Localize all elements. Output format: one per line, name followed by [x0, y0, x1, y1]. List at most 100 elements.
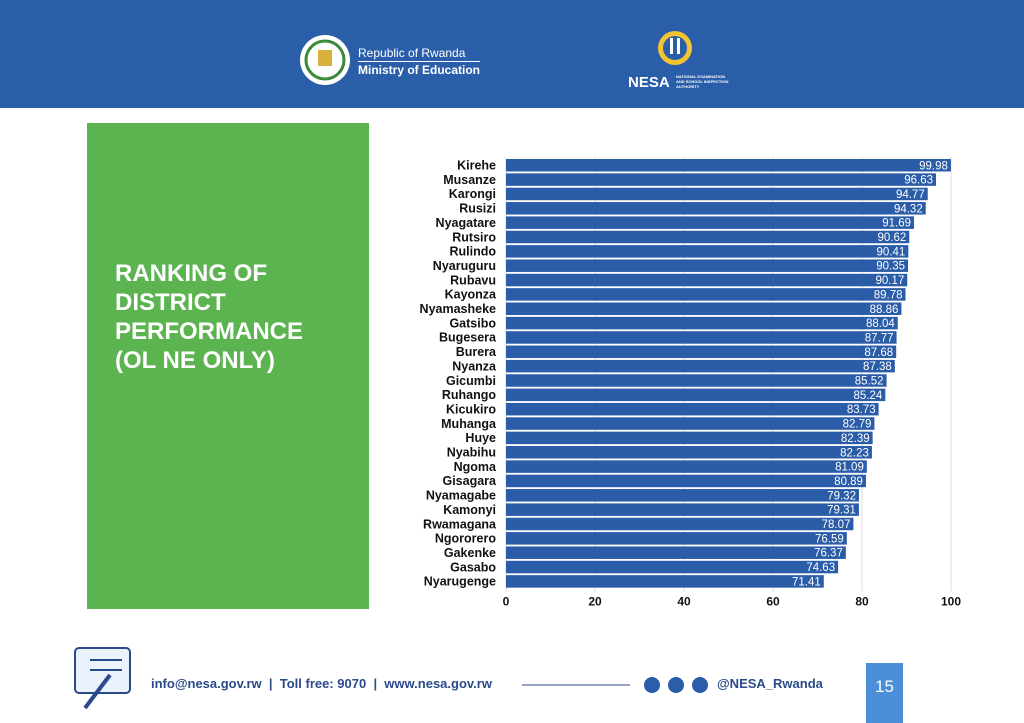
bar — [506, 187, 928, 201]
y-tick-label: Burera — [456, 345, 497, 359]
value-label: 90.41 — [877, 246, 906, 258]
y-tick-label: Gisagara — [442, 474, 497, 488]
value-label: 82.79 — [843, 419, 872, 431]
bar — [506, 489, 859, 502]
y-tick-label: Nyaruguru — [433, 259, 496, 273]
y-tick-label: Gakenke — [444, 546, 496, 560]
value-label: 87.77 — [865, 332, 894, 344]
ministry-line: Republic of Rwanda — [358, 46, 466, 60]
social-icon[interactable] — [668, 677, 684, 693]
bar — [506, 575, 824, 588]
y-tick-label: Nyamasheke — [420, 302, 496, 316]
footer-icon — [74, 647, 131, 694]
bar — [506, 560, 839, 574]
y-tick-label: Rwamagana — [423, 517, 497, 531]
y-tick-label: Musanze — [443, 173, 496, 187]
bar — [506, 388, 886, 402]
ministry: Republic of Rwanda Ministry of Education — [358, 45, 481, 78]
y-tick-label: Ngororero — [435, 532, 496, 546]
bar — [506, 173, 937, 186]
bar — [506, 431, 873, 445]
y-tick-label: Gasabo — [450, 560, 496, 574]
y-tick-label: Kayonza — [445, 288, 497, 302]
bar — [506, 230, 910, 244]
value-label: 85.52 — [855, 376, 884, 388]
value-label: 74.63 — [806, 562, 835, 574]
bar — [506, 202, 926, 215]
bar — [506, 417, 875, 430]
y-tick-label: Nyanza — [452, 359, 497, 373]
footer-icon-pen — [83, 673, 112, 710]
value-label: 88.86 — [870, 304, 899, 316]
value-label: 78.07 — [822, 519, 851, 531]
value-label: 79.32 — [827, 490, 856, 502]
bar — [506, 302, 902, 315]
bar — [506, 216, 915, 229]
value-label: 82.23 — [840, 447, 869, 459]
value-label: 89.78 — [874, 289, 903, 301]
bar — [506, 517, 854, 531]
x-tick-label: 20 — [588, 595, 602, 609]
bar — [506, 259, 909, 272]
nesa-logo-bar — [677, 38, 680, 54]
bar — [506, 273, 908, 287]
social-icon[interactable] — [692, 677, 708, 693]
bar — [506, 359, 895, 373]
value-label: 90.17 — [875, 275, 904, 287]
bar — [506, 345, 897, 359]
value-label: 76.37 — [814, 548, 843, 560]
agency-full-name: NATIONAL EXAMINATION AND SCHOOL INSPECTI… — [676, 74, 729, 89]
y-tick-label: Rusizi — [459, 202, 496, 216]
x-tick-label: 60 — [766, 595, 780, 609]
ministry-line: Ministry of Education — [358, 61, 481, 77]
y-tick-label: Nyamagabe — [426, 489, 496, 503]
y-tick-label: Gatsibo — [449, 316, 496, 330]
nesa-logo-inner — [663, 36, 687, 60]
y-tick-label: Rubavu — [450, 273, 496, 287]
value-label: 81.09 — [835, 462, 864, 474]
value-label: 87.68 — [864, 347, 893, 359]
title-panel: RANKING OF DISTRICT PERFORMANCE (OL NE O… — [87, 123, 369, 609]
value-label: 87.38 — [863, 361, 892, 373]
value-label: 90.35 — [876, 261, 905, 273]
value-label: 76.59 — [815, 533, 844, 545]
page-number-box: 15 — [866, 663, 903, 723]
y-tick-label: Nyagatare — [436, 216, 496, 230]
x-tick-label: 80 — [855, 595, 869, 609]
agency-name: NESA — [628, 74, 670, 91]
chart: 0 20 40 60 80 100 Kirehe 99.98 Musanze 96.63 Karon… — [420, 157, 961, 609]
value-label: 82.39 — [841, 433, 870, 445]
contact-info: info@nesa.gov.rw | Toll free: 9070 | www… — [151, 676, 492, 691]
bar — [506, 316, 898, 330]
bar — [506, 474, 866, 488]
value-label: 96.63 — [904, 175, 933, 187]
y-tick-label: Ruhango — [442, 388, 497, 402]
social-icon[interactable] — [644, 677, 660, 693]
y-tick-label: Karongi — [449, 187, 496, 201]
y-tick-label: Kicukiro — [446, 402, 496, 416]
y-tick-label: Rulindo — [449, 245, 496, 259]
value-label: 88.04 — [866, 318, 895, 330]
y-tick-label: Nyabihu — [447, 446, 496, 460]
bar — [506, 460, 867, 473]
emblem-ring — [304, 39, 346, 81]
y-tick-label: Bugesera — [439, 331, 497, 345]
value-label: 83.73 — [847, 404, 876, 416]
value-label: 80.89 — [834, 476, 863, 488]
chart-title: RANKING OF DISTRICT PERFORMANCE (OL NE O… — [115, 260, 304, 374]
value-label: 79.31 — [827, 505, 856, 517]
value-label: 99.98 — [919, 160, 948, 172]
x-tick-label: 0 — [503, 595, 510, 609]
x-tick-label: 40 — [677, 595, 691, 609]
y-tick-label: Kirehe — [457, 159, 496, 173]
y-tick-label: Rutsiro — [452, 230, 496, 244]
header-band: Republic of Rwanda Ministry of Education… — [0, 0, 1024, 108]
y-tick-label: Kamonyi — [443, 503, 496, 517]
y-tick-label: Gicumbi — [446, 374, 496, 388]
bar — [506, 503, 859, 516]
logos — [300, 31, 692, 85]
bar — [506, 446, 872, 459]
emblem-shield — [318, 50, 332, 66]
value-label: 91.69 — [882, 218, 911, 230]
